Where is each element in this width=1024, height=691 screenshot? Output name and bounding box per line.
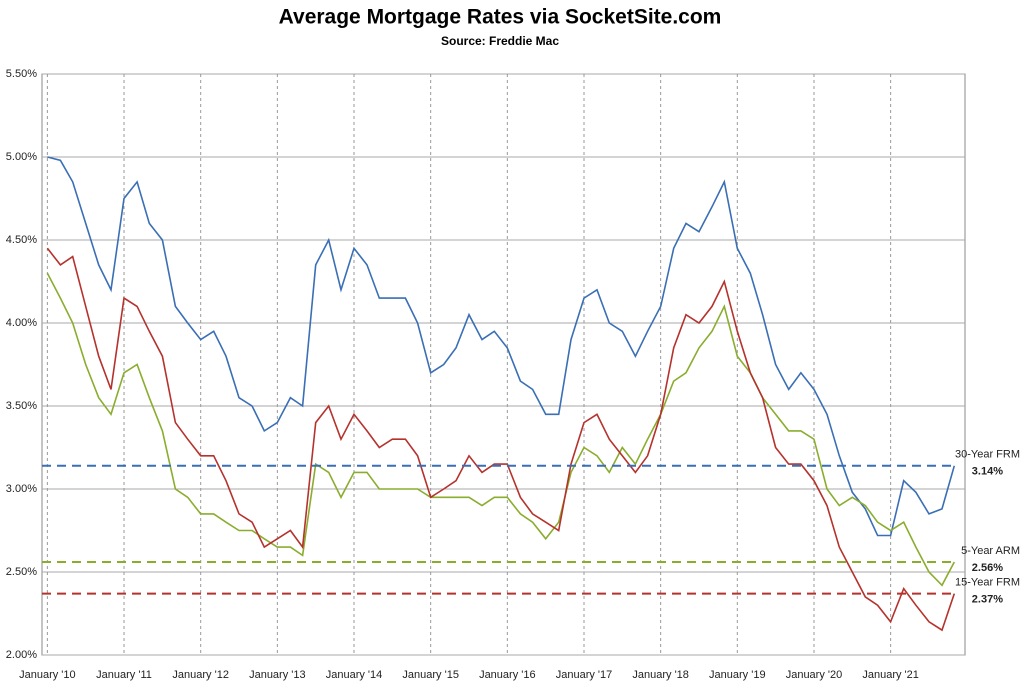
x-tick-label: January '15 xyxy=(402,669,459,681)
reference-label: 2.37% xyxy=(972,593,1003,605)
x-tick-label: January '17 xyxy=(556,669,613,681)
y-tick-label: 5.50% xyxy=(6,68,37,80)
reference-label: 2.56% xyxy=(972,562,1003,574)
x-tick-label: January '11 xyxy=(96,669,152,681)
chart-subtitle: Source: Freddie Mac xyxy=(441,34,559,48)
x-tick-label: January '16 xyxy=(479,669,536,681)
y-tick-label: 2.00% xyxy=(6,649,37,661)
y-tick-label: 2.50% xyxy=(6,566,37,578)
x-tick-label: January '18 xyxy=(632,669,689,681)
y-tick-label: 3.50% xyxy=(6,400,37,412)
reference-name: 5-Year ARM xyxy=(961,545,1020,557)
series-line xyxy=(46,247,956,632)
reference-name: 30-Year FRM xyxy=(955,449,1020,461)
x-tick-label: January '14 xyxy=(326,669,383,681)
x-tick-label: January '19 xyxy=(709,669,766,681)
x-tick-label: January '21 xyxy=(862,669,919,681)
series-line xyxy=(47,156,956,537)
y-tick-label: 4.00% xyxy=(6,317,37,329)
reference-name: 15-Year FRM xyxy=(955,576,1020,588)
x-tick-label: January '12 xyxy=(172,669,229,681)
x-tick-label: January '20 xyxy=(786,669,843,681)
y-tick-label: 4.50% xyxy=(6,234,37,246)
y-tick-label: 3.00% xyxy=(6,483,37,495)
reference-label: 3.14% xyxy=(972,466,1003,478)
plot-frame xyxy=(41,73,966,656)
x-tick-label: January '10 xyxy=(19,669,76,681)
x-tick-label: January '13 xyxy=(249,669,306,681)
chart-title: Average Mortgage Rates via SocketSite.co… xyxy=(279,6,722,29)
series-line xyxy=(46,272,956,587)
y-tick-label: 5.00% xyxy=(6,151,37,163)
